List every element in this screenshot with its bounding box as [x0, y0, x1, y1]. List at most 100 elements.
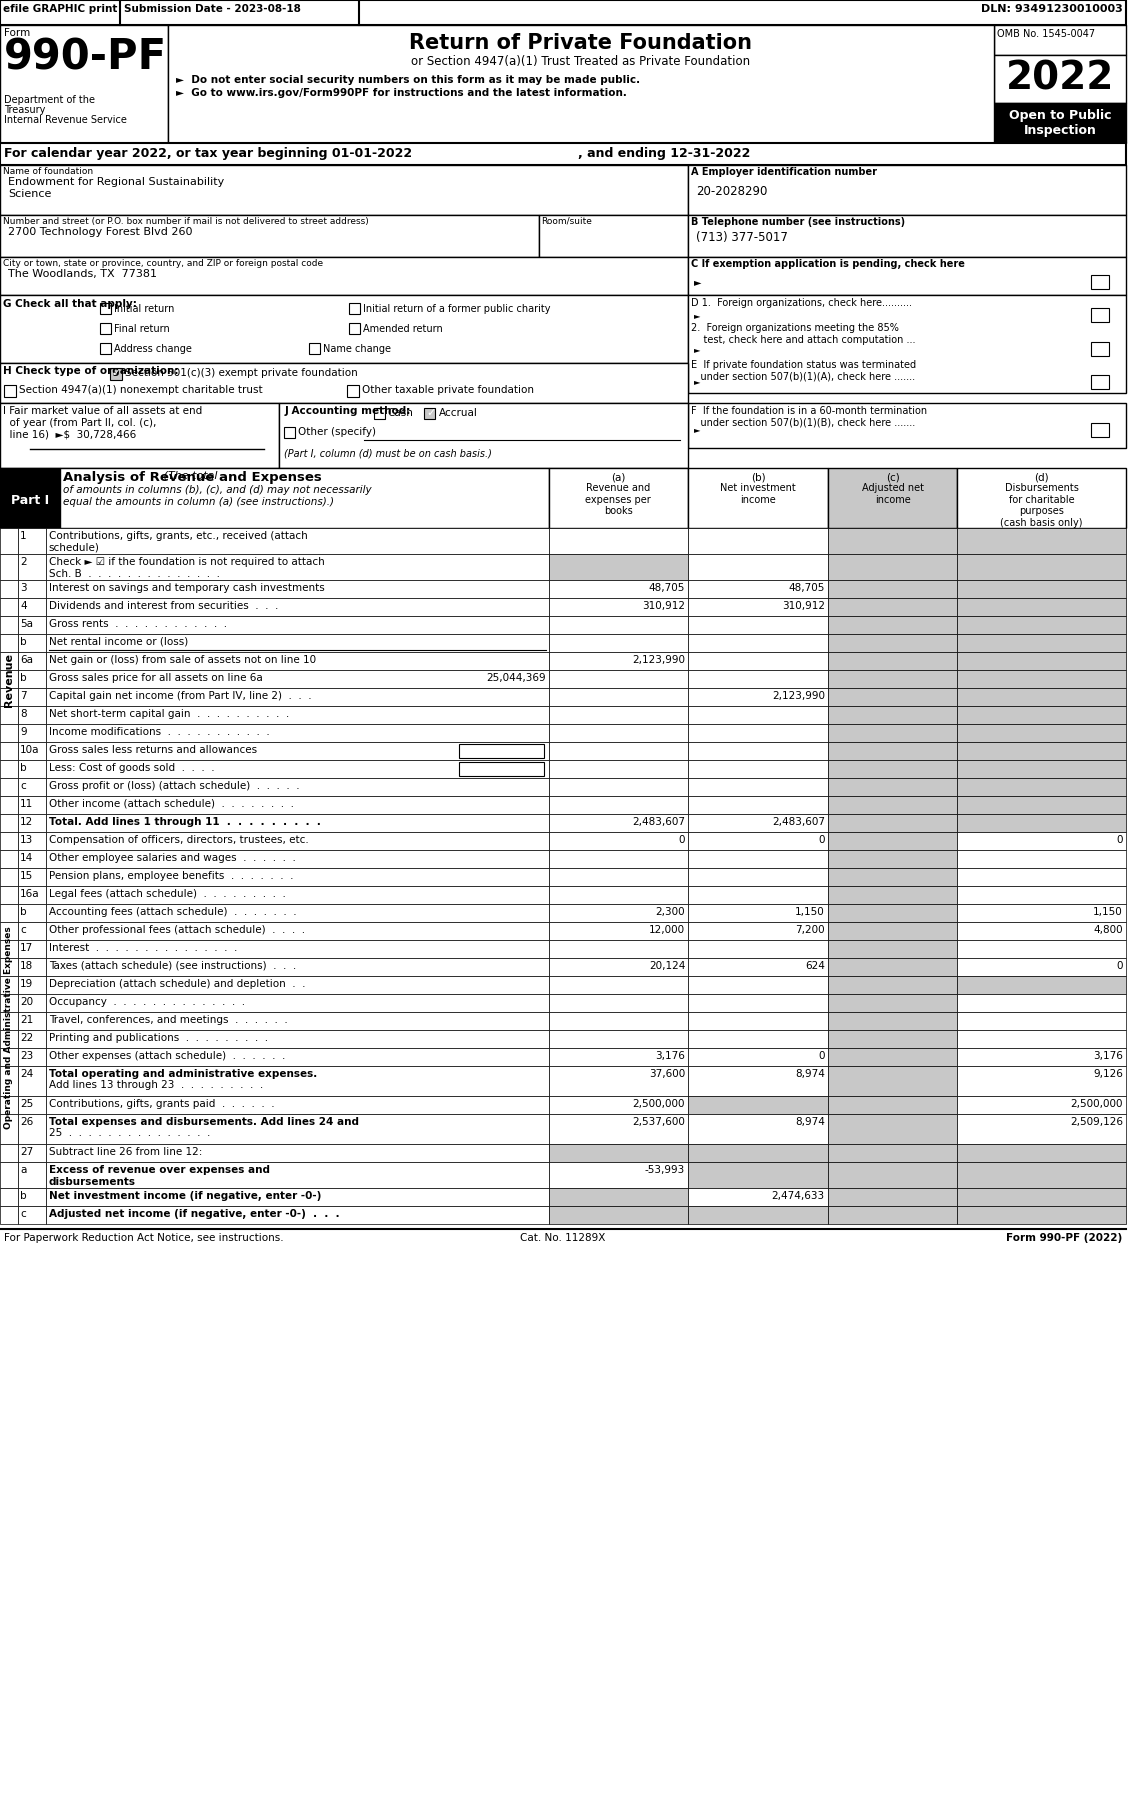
Bar [957, 707, 1126, 725]
Bar [995, 56, 1126, 102]
Bar [689, 599, 828, 617]
Bar [957, 635, 1126, 653]
Bar [18, 1188, 46, 1206]
Text: 20-2028290: 20-2028290 [697, 185, 768, 198]
Text: OMB No. 1545-0047: OMB No. 1545-0047 [997, 29, 1095, 40]
Text: 6a: 6a [20, 654, 33, 665]
Text: 9: 9 [20, 726, 27, 737]
Bar [689, 886, 828, 904]
Bar [279, 403, 689, 467]
Bar [0, 940, 18, 958]
Bar [828, 761, 957, 779]
Bar [18, 725, 46, 743]
Bar [46, 635, 549, 653]
Text: 1,150: 1,150 [795, 906, 825, 917]
Bar [689, 958, 828, 976]
Text: Total expenses and disbursements. Add lines 24 and: Total expenses and disbursements. Add li… [49, 1117, 359, 1127]
Bar [828, 689, 957, 707]
Text: or Section 4947(a)(1) Trust Treated as Private Foundation: or Section 4947(a)(1) Trust Treated as P… [411, 56, 751, 68]
Bar [0, 1030, 18, 1048]
Text: Legal fees (attach schedule)  .  .  .  .  .  .  .  .  .: Legal fees (attach schedule) . . . . . .… [49, 888, 286, 899]
Bar [46, 904, 549, 922]
Bar [689, 761, 828, 779]
Text: 2,483,607: 2,483,607 [632, 816, 685, 827]
Text: Section 501(c)(3) exempt private foundation: Section 501(c)(3) exempt private foundat… [124, 369, 358, 378]
Bar [99, 324, 111, 334]
Bar [0, 1097, 18, 1115]
Bar [46, 554, 549, 581]
Bar [995, 102, 1126, 144]
Bar [18, 635, 46, 653]
Text: 23: 23 [20, 1052, 33, 1061]
Bar [689, 467, 828, 529]
Bar [828, 1097, 957, 1115]
Text: 7,200: 7,200 [795, 924, 825, 935]
Text: 2,537,600: 2,537,600 [632, 1117, 685, 1127]
Text: Accounting fees (attach schedule)  .  .  .  .  .  .  .: Accounting fees (attach schedule) . . . … [49, 906, 297, 917]
Bar [0, 779, 18, 797]
Bar [0, 707, 18, 725]
Bar [828, 779, 957, 797]
Bar [957, 976, 1126, 994]
Text: Analysis of Revenue and Expenses: Analysis of Revenue and Expenses [63, 471, 322, 484]
Bar [957, 1048, 1126, 1066]
Bar [46, 1066, 549, 1097]
Bar [689, 976, 828, 994]
Bar [0, 599, 18, 617]
Text: Other taxable private foundation: Other taxable private foundation [362, 385, 534, 396]
Bar [0, 868, 18, 886]
Text: ►: ► [694, 311, 701, 320]
Text: 310,912: 310,912 [642, 601, 685, 611]
Bar [18, 940, 46, 958]
Bar [828, 554, 957, 581]
Bar [0, 1012, 18, 1030]
Bar [46, 581, 549, 599]
Text: (713) 377-5017: (713) 377-5017 [697, 230, 788, 245]
Text: 4,800: 4,800 [1093, 924, 1123, 935]
Bar [347, 385, 359, 397]
Bar [828, 743, 957, 761]
Bar [18, 1048, 46, 1066]
Text: For Paperwork Reduction Act Notice, see instructions.: For Paperwork Reduction Act Notice, see … [5, 1233, 283, 1242]
Text: 0: 0 [819, 1052, 825, 1061]
Text: 15: 15 [20, 870, 33, 881]
Bar [0, 904, 18, 922]
Bar [689, 653, 828, 671]
Bar [0, 1162, 18, 1188]
Bar [957, 725, 1126, 743]
Bar [957, 671, 1126, 689]
Bar [0, 165, 689, 216]
Bar [549, 1048, 689, 1066]
Bar [18, 1144, 46, 1162]
Bar [957, 1012, 1126, 1030]
Bar [828, 1206, 957, 1224]
Bar [957, 1066, 1126, 1097]
Bar [46, 1144, 549, 1162]
Text: b: b [20, 1190, 27, 1201]
Text: (Part I, column (d) must be on cash basis.): (Part I, column (d) must be on cash basi… [285, 450, 492, 458]
Bar [549, 599, 689, 617]
Bar [957, 689, 1126, 707]
Bar [828, 904, 957, 922]
Text: 26: 26 [20, 1117, 33, 1127]
Bar [828, 725, 957, 743]
Bar [549, 1097, 689, 1115]
Bar [828, 1066, 957, 1097]
Bar [957, 958, 1126, 976]
Text: 2,123,990: 2,123,990 [772, 690, 825, 701]
Text: 20: 20 [20, 998, 33, 1007]
Text: Internal Revenue Service: Internal Revenue Service [5, 115, 126, 126]
Text: 2700 Technology Forest Blvd 260: 2700 Technology Forest Blvd 260 [8, 227, 192, 237]
Bar [957, 529, 1126, 554]
Bar [549, 1030, 689, 1048]
Bar [689, 904, 828, 922]
Bar [1091, 423, 1109, 437]
Bar [18, 653, 46, 671]
Bar [689, 922, 828, 940]
Bar [689, 797, 828, 814]
Bar [828, 617, 957, 635]
Text: Name change: Name change [323, 343, 391, 354]
Bar [0, 554, 18, 581]
Text: D 1.  Foreign organizations, check here..........: D 1. Foreign organizations, check here..… [691, 298, 912, 307]
Text: Dividends and interest from securities  .  .  .: Dividends and interest from securities .… [49, 601, 278, 611]
